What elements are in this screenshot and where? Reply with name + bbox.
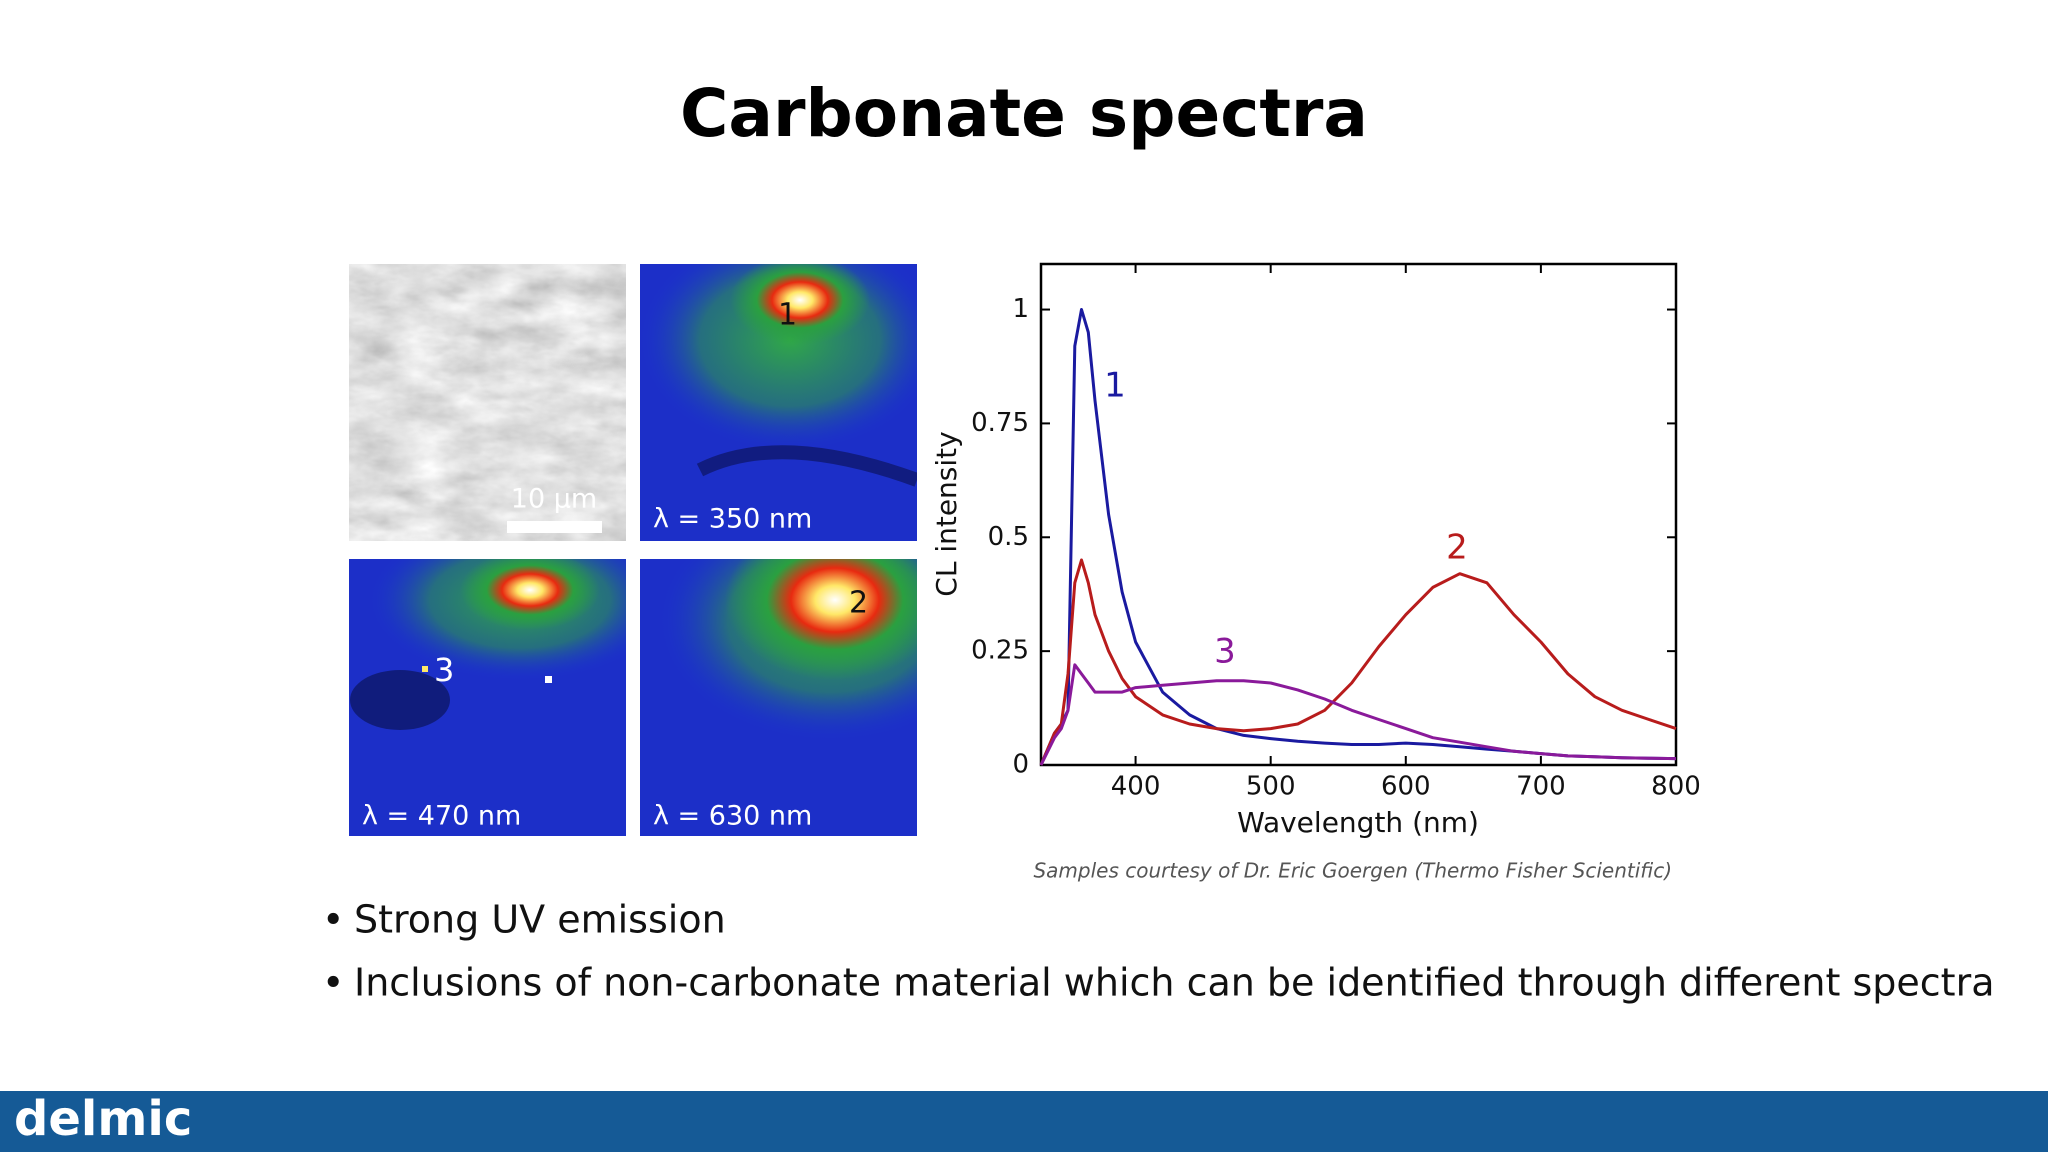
sem-image: 10 µm (349, 264, 626, 541)
map-label: λ = 630 nm (653, 801, 812, 832)
plot-frame (1039, 262, 1678, 767)
map-label: λ = 470 nm (362, 801, 521, 832)
caption: Samples courtesy of Dr. Eric Goergen (Th… (1033, 859, 1672, 883)
series-label: 1 (1104, 366, 1126, 406)
cl-map: 3 λ = 470 nm (349, 559, 626, 836)
map-marker: 3 (434, 651, 454, 689)
footer-bar (0, 1091, 2048, 1152)
bullet-dot: • (322, 961, 344, 1005)
y-tick-label: 1 (1012, 294, 1029, 324)
series-label: 3 (1214, 632, 1236, 672)
y-tick-label: 0 (1012, 750, 1029, 780)
cl-map: 2 λ = 630 nm (640, 559, 917, 836)
series-label: 2 (1446, 528, 1468, 568)
x-tick-label: 400 (1111, 772, 1161, 802)
series-line (1039, 558, 1677, 766)
x-axis-label: Wavelength (nm) (1237, 806, 1479, 839)
y-tick-label: 0.25 (971, 636, 1029, 666)
footer-logo: delmic (14, 1091, 192, 1147)
map-marker: 2 (849, 586, 868, 621)
x-tick-label: 800 (1651, 772, 1701, 802)
cl-map: 1 λ = 350 nm (640, 264, 917, 541)
bullet: Strong UV emission (354, 898, 726, 942)
map-label: λ = 350 nm (653, 504, 812, 535)
map-marker: 1 (778, 298, 797, 333)
x-tick-label: 700 (1516, 772, 1566, 802)
x-tick-label: 500 (1246, 772, 1296, 802)
y-axis-label: CL intensity (930, 431, 963, 596)
bullet-dot: • (322, 898, 344, 942)
x-tick-label: 600 (1381, 772, 1431, 802)
bullet: Inclusions of non-carbonate material whi… (354, 961, 1994, 1005)
slide-title: Carbonate spectra (680, 75, 1368, 152)
series-line (1039, 663, 1677, 766)
scale-bar-label: 10 µm (511, 484, 597, 515)
y-tick-label: 0.5 (988, 522, 1029, 552)
y-tick-label: 0.75 (971, 408, 1029, 438)
